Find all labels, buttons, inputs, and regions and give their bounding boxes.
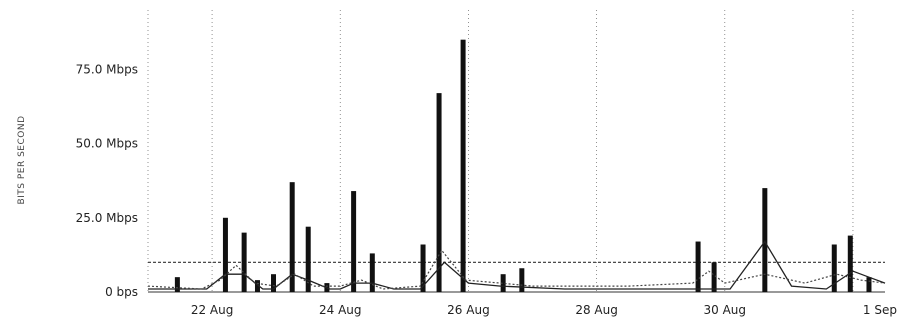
bar-20	[866, 277, 872, 292]
x-tick-labels: 22 Aug 24 Aug 26 Aug 28 Aug 30 Aug 1 Sep	[191, 303, 897, 317]
bar-14	[519, 268, 525, 292]
x-tick-label-0: 22 Aug	[191, 303, 234, 317]
x-tick-label-4: 30 Aug	[704, 303, 747, 317]
bar-0	[174, 277, 180, 292]
bar-10	[420, 244, 426, 292]
x-tick-label-2: 26 Aug	[447, 303, 490, 317]
y-tick-label-2: 50.0 Mbps	[76, 137, 138, 151]
y-tick-label-0: 0 bps	[105, 285, 138, 299]
bar-5	[289, 182, 295, 292]
bar-16	[711, 262, 717, 292]
bar-1	[222, 217, 228, 292]
bar-2	[241, 232, 247, 292]
y-tick-labels: 0 bps 25.0 Mbps 50.0 Mbps 75.0 Mbps	[76, 62, 138, 299]
series-line-dotted	[147, 249, 886, 290]
bar-3	[254, 280, 260, 292]
bar-series	[174, 39, 872, 293]
bar-17	[762, 188, 768, 292]
bar-19	[847, 235, 853, 292]
bar-8	[351, 191, 357, 292]
bar-15	[695, 241, 701, 292]
x-tick-label-1: 24 Aug	[319, 303, 362, 317]
bar-12	[460, 39, 466, 293]
y-tick-label-1: 25.0 Mbps	[76, 211, 138, 225]
y-axis-label: BITS PER SECOND	[17, 115, 27, 204]
grid	[147, 10, 854, 292]
x-tick-label-5: 1 Sep	[863, 303, 897, 317]
x-tick-label-3: 28 Aug	[575, 303, 618, 317]
y-tick-label-3: 75.0 Mbps	[76, 62, 138, 76]
bar-6	[305, 226, 311, 292]
bar-13	[500, 274, 506, 292]
series-line-solid	[148, 240, 886, 290]
line-series	[147, 240, 886, 290]
bar-11	[436, 93, 442, 293]
bar-4	[271, 274, 277, 292]
bar-9	[369, 253, 375, 292]
bar-18	[831, 244, 837, 292]
